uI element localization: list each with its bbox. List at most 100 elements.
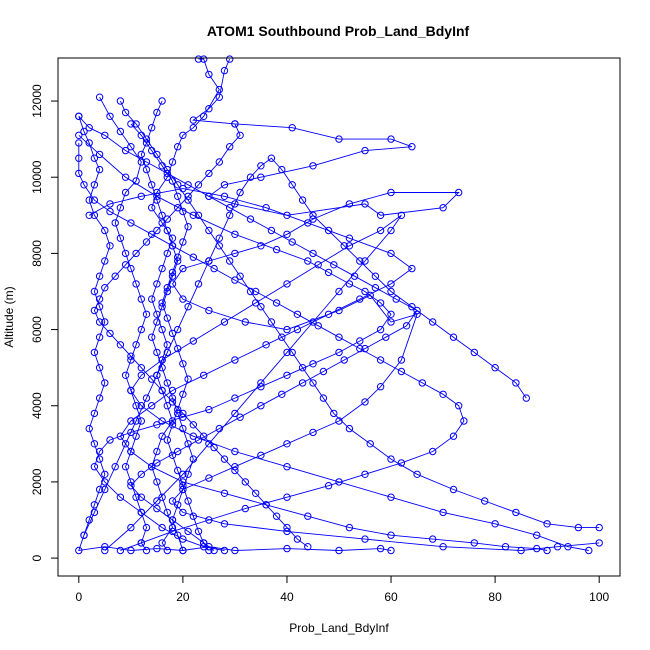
- data-point: [205, 226, 213, 235]
- data-point: [80, 127, 88, 136]
- data-point: [179, 238, 187, 246]
- data-point: [179, 360, 187, 368]
- data-point: [132, 402, 140, 410]
- data-point: [90, 287, 99, 296]
- data-point: [293, 310, 302, 318]
- data-point: [174, 181, 182, 189]
- data-point: [257, 303, 265, 311]
- data-point: [226, 211, 234, 220]
- data-point: [283, 348, 291, 357]
- data-point: [90, 508, 99, 517]
- data-point: [121, 249, 130, 258]
- data-point: [236, 413, 244, 421]
- data-point: [179, 295, 187, 303]
- data-point: [455, 188, 463, 197]
- data-point: [319, 394, 328, 402]
- data-point: [205, 405, 213, 414]
- data-point: [371, 284, 380, 292]
- series-12: [101, 211, 593, 555]
- data-point: [148, 295, 156, 303]
- data-point: [158, 432, 166, 440]
- data-point: [127, 120, 135, 128]
- data-point: [101, 543, 109, 551]
- data-point: [163, 284, 172, 292]
- data-point: [116, 204, 125, 212]
- data-point: [163, 436, 172, 444]
- data-point: [246, 173, 255, 181]
- data-point: [106, 112, 114, 121]
- data-point: [75, 169, 83, 178]
- data-point: [101, 470, 109, 478]
- data-point: [121, 463, 130, 471]
- data-point: [418, 379, 426, 387]
- data-point: [174, 466, 182, 475]
- data-point: [132, 249, 140, 258]
- series-layer: [75, 55, 603, 555]
- data-point: [153, 544, 161, 553]
- data-point: [148, 204, 156, 212]
- data-point: [101, 485, 109, 494]
- data-point: [148, 124, 156, 132]
- data-point: [153, 459, 161, 467]
- data-point: [179, 184, 187, 193]
- data-point: [158, 523, 166, 532]
- data-point: [90, 181, 99, 189]
- data-point: [361, 200, 369, 208]
- data-point: [215, 93, 224, 101]
- x-axis-label: Prob_Land_BdyInf: [289, 621, 389, 635]
- data-point: [90, 306, 99, 315]
- x-tick-label: 0: [75, 590, 82, 604]
- data-point: [75, 131, 83, 140]
- data-point: [392, 295, 400, 303]
- data-point: [345, 200, 354, 208]
- data-point: [148, 146, 156, 155]
- data-point: [236, 131, 244, 140]
- data-point: [85, 424, 93, 433]
- data-point: [205, 169, 213, 178]
- data-point: [595, 523, 603, 532]
- data-point: [205, 306, 213, 315]
- data-point: [205, 440, 213, 448]
- data-point: [95, 364, 104, 372]
- data-point: [168, 398, 177, 406]
- data-point: [231, 120, 239, 128]
- data-point: [163, 314, 172, 322]
- data-point: [153, 192, 161, 201]
- data-point: [309, 249, 317, 258]
- data-point: [356, 295, 364, 303]
- data-point: [179, 424, 187, 433]
- data-point: [127, 546, 135, 555]
- data-point: [106, 200, 114, 208]
- data-point: [121, 371, 130, 379]
- data-point: [226, 257, 234, 265]
- data-point: [194, 436, 203, 444]
- x-tick-label: 40: [280, 590, 294, 604]
- data-point: [387, 280, 395, 288]
- data-point: [376, 383, 385, 391]
- data-point: [153, 318, 161, 326]
- data-point: [75, 154, 83, 162]
- data-point: [153, 371, 161, 379]
- data-point: [335, 546, 343, 555]
- data-point: [543, 546, 551, 555]
- data-point: [184, 303, 192, 311]
- data-point: [267, 154, 276, 162]
- series-5: [75, 139, 468, 555]
- data-point: [184, 181, 192, 189]
- data-point: [132, 493, 140, 501]
- data-point: [376, 299, 385, 307]
- data-point: [85, 196, 93, 204]
- data-point: [121, 146, 130, 155]
- data-point: [429, 535, 437, 543]
- data-point: [470, 539, 478, 547]
- data-point: [324, 482, 333, 490]
- data-point: [95, 93, 104, 101]
- data-point: [376, 544, 385, 553]
- data-point: [95, 272, 104, 280]
- data-point: [75, 546, 83, 555]
- data-point: [371, 272, 380, 280]
- data-point: [158, 219, 166, 227]
- data-point: [90, 348, 99, 357]
- series-line: [78, 142, 465, 551]
- data-point: [293, 535, 302, 543]
